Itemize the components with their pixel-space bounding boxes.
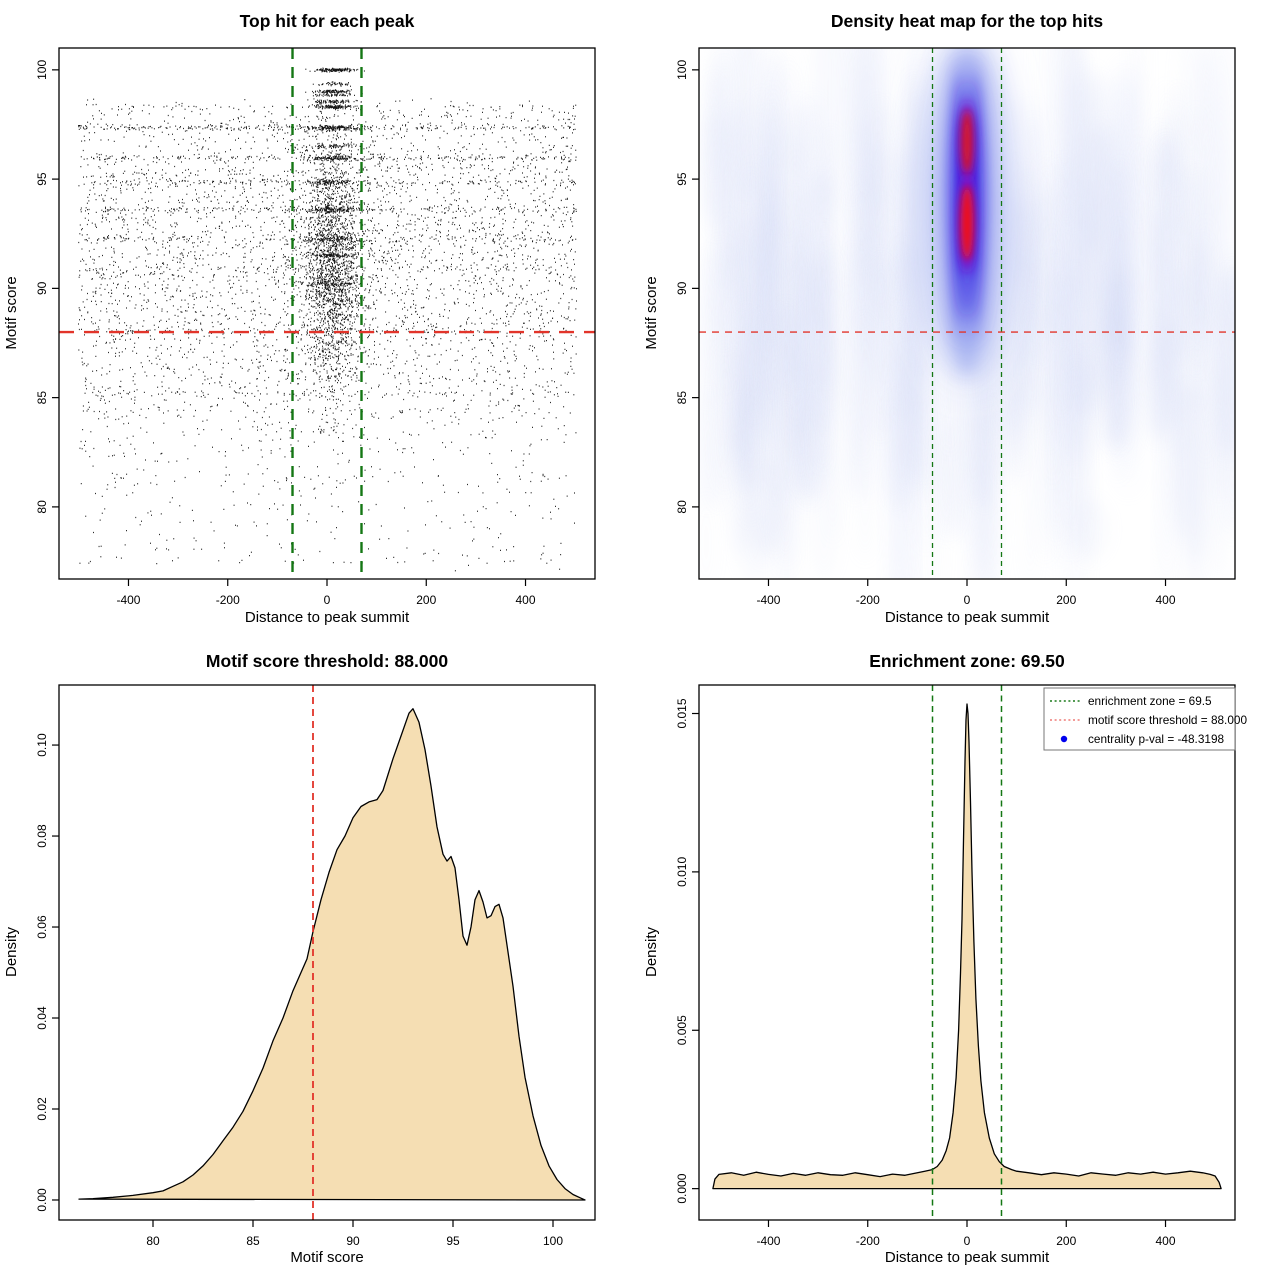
plot-title: Enrichment zone: 69.50: [869, 651, 1065, 671]
y-tick-label: 100: [675, 60, 689, 80]
x-tick-label: 400: [1156, 1234, 1176, 1248]
y-tick-label: 90: [675, 281, 689, 295]
y-tick-label: 95: [35, 172, 49, 186]
y-tick-label: 0.06: [35, 915, 49, 939]
y-axis-label: Density: [643, 926, 660, 977]
y-tick-label: 0.010: [675, 857, 689, 887]
y-tick-label: 0.00: [35, 1188, 49, 1212]
x-tick-label: 80: [146, 1234, 160, 1248]
legend-blue-point-swatch: [1060, 735, 1068, 743]
y-tick-label: 100: [35, 60, 49, 80]
y-tick-label: 85: [675, 391, 689, 405]
x-tick-label: -400: [756, 593, 780, 607]
x-tick-label: 200: [416, 593, 436, 607]
y-tick-label: 90: [35, 281, 49, 295]
legend: enrichment zone = 69.5 motif score thres…: [1043, 687, 1247, 751]
x-tick-label: 400: [1156, 593, 1176, 607]
x-tick-label: 200: [1056, 1234, 1076, 1248]
x-tick-label: 95: [446, 1234, 460, 1248]
y-tick-label: 0.04: [35, 1006, 49, 1030]
y-tick-label: 0.02: [35, 1097, 49, 1121]
legend-item-centrality-pval: centrality p-val = -48.3198: [1088, 732, 1225, 746]
heatmap-plot-area: -400 -200 0 200 400 80 85 90 95 100: [675, 47, 1236, 607]
y-tick-label: 0.015: [675, 698, 689, 728]
plot-box: [698, 684, 1236, 1221]
distance-density-svg: -400 -200 0 200 400 0.000 0.005 0.010 0.015 enri…: [643, 651, 1247, 1266]
y-tick-label: 0.000: [675, 1173, 689, 1203]
x-axis-label: Motif score: [290, 1249, 363, 1266]
plot-title: Top hit for each peak: [240, 11, 415, 31]
x-tick-label: 90: [346, 1234, 360, 1248]
x-tick-label: 0: [964, 1234, 971, 1248]
y-tick-label: 0.005: [675, 1015, 689, 1045]
plot-box: [58, 47, 596, 580]
y-tick-label: 0.08: [35, 824, 49, 848]
x-tick-label: -200: [856, 1234, 880, 1248]
heatmap-content: [699, 48, 1235, 579]
plot-title: Motif score threshold: 88.000: [206, 651, 448, 671]
plot-box: [58, 684, 596, 1221]
x-tick-label: 0: [324, 593, 331, 607]
x-axis-label: Distance to peak summit: [245, 609, 410, 626]
y-axis-label: Density: [3, 926, 20, 977]
y-tick-label: 80: [675, 500, 689, 514]
legend-item-enrichment-zone: enrichment zone = 69.5: [1088, 694, 1212, 708]
scatter-plot-area: -400 -200 0 200 400 80 85 90 95 100: [35, 47, 596, 607]
y-axis-label: Motif score: [3, 276, 20, 349]
scatter-plot-svg: -400 -200 0 200 400 80 85 90 95 100 Top hit for e…: [3, 11, 596, 626]
distance-density-plot-area: -400 -200 0 200 400 0.000 0.005 0.010 0.015: [675, 684, 1236, 1248]
scatter-points: [78, 67, 577, 572]
score-density-svg: 80 85 90 95 100 0.00 0.02 0.04 0.06 0.08 0.10 Moti…: [3, 651, 596, 1266]
plot-title: Density heat map for the top hits: [831, 11, 1104, 31]
panel-scatter-top-hits: -400 -200 0 200 400 80 85 90 95 100 Top hit for e…: [0, 0, 640, 640]
x-tick-label: -400: [116, 593, 140, 607]
x-axis-label: Distance to peak summit: [885, 609, 1050, 626]
x-tick-label: 400: [516, 593, 536, 607]
x-tick-label: 85: [246, 1234, 260, 1248]
density-curve: [78, 708, 586, 1201]
legend-item-score-threshold: motif score threshold = 88.000: [1088, 713, 1247, 727]
x-tick-label: -400: [756, 1234, 780, 1248]
panel-motif-score-density: 80 85 90 95 100 0.00 0.02 0.04 0.06 0.08 0.10 Moti…: [0, 640, 640, 1280]
y-axis-label: Motif score: [643, 276, 660, 349]
y-tick-label: 0.10: [35, 733, 49, 757]
x-tick-label: -200: [216, 593, 240, 607]
y-tick-label: 80: [35, 500, 49, 514]
score-density-plot-area: 80 85 90 95 100 0.00 0.02 0.04 0.06 0.08 0.10: [35, 684, 596, 1248]
x-tick-label: 0: [964, 593, 971, 607]
x-tick-label: 200: [1056, 593, 1076, 607]
heatmap-plot-svg: -400 -200 0 200 400 80 85 90 95 100 Density heat …: [643, 11, 1236, 626]
x-tick-label: 100: [543, 1234, 563, 1248]
x-axis-label: Distance to peak summit: [885, 1249, 1050, 1266]
panel-density-heatmap: -400 -200 0 200 400 80 85 90 95 100 Density heat …: [640, 0, 1280, 640]
y-tick-label: 95: [675, 172, 689, 186]
x-tick-label: -200: [856, 593, 880, 607]
legend-box: [1043, 687, 1236, 751]
y-tick-label: 85: [35, 391, 49, 405]
panel-enrichment-zone-density: -400 -200 0 200 400 0.000 0.005 0.010 0.015 enri…: [640, 640, 1280, 1280]
plot-box: [698, 47, 1236, 580]
density-curve: [712, 703, 1222, 1190]
